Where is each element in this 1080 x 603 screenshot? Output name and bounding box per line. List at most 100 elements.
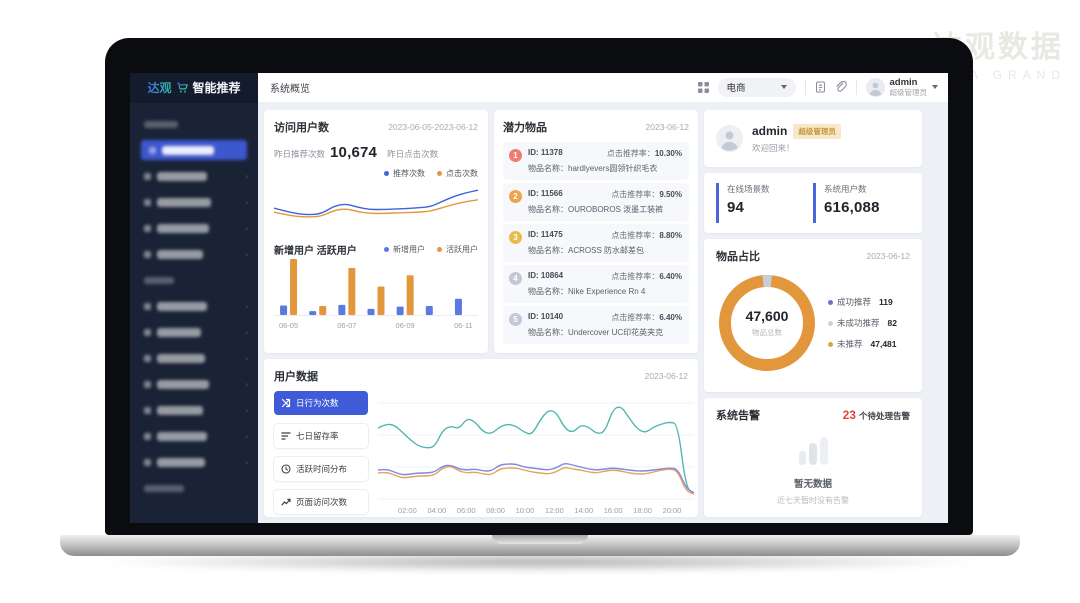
item-rate-value: 9.50% <box>659 190 682 199</box>
tab-label: 七日留存率 <box>296 431 339 441</box>
sidebar-item[interactable]: › <box>130 163 258 189</box>
rec-count-label: 昨日推荐次数 <box>274 149 326 159</box>
legend-dot <box>384 171 389 176</box>
visits-card-daterange: 2023-06-05-2023-06-12 <box>388 122 478 132</box>
menu-icon <box>144 406 151 414</box>
item-id: ID: 11475 <box>528 230 563 239</box>
svg-text:20:00: 20:00 <box>663 506 682 515</box>
item-click-rate: 点击推荐率：6.40% <box>611 312 682 323</box>
share-legend-item: 成功推荐 119 <box>828 296 897 308</box>
chevron-right-icon: › <box>245 171 248 181</box>
system-alert-card: 系统告警 23 个待处理告警 暂无数据 近七天暂时没有告警 <box>704 398 922 517</box>
trend-icon <box>281 497 291 507</box>
sidebar-item[interactable]: › <box>130 397 258 423</box>
chevron-right-icon: › <box>245 249 248 259</box>
laptop-shadow <box>75 551 1005 573</box>
donut-total-label: 物品总数 <box>752 328 782 337</box>
item-name: 物品名称：hardlyevers圆领针织毛衣 <box>528 164 658 173</box>
potential-item-row: 1 ID: 11378 点击推荐率：10.30% 物品名称：hardlyevers圆领… <box>503 142 689 180</box>
visits-legend-item: 点击次数 <box>437 168 478 179</box>
profile-card: admin 超级管理员 欢迎回来！ <box>704 110 922 167</box>
sidebar-item[interactable]: › <box>130 449 258 475</box>
item-rate-label: 点击推荐率： <box>611 190 660 199</box>
item-name: 物品名称：Nike Experience Rn 4 <box>528 287 646 296</box>
stat-label: 系统用户数 <box>824 184 867 194</box>
item-name: 物品名称：OUROBOROS 泼墨工装裤 <box>528 205 664 214</box>
users-legend-item: 新增用户 <box>384 244 425 255</box>
users-bar-legend: 新增用户 活跃用户 <box>384 244 478 255</box>
user-menu[interactable]: admin 超级管理员 <box>865 77 938 98</box>
main-content: 访问用户数 2023-06-05-2023-06-12 昨日推荐次数 10,67… <box>258 103 948 523</box>
sidebar-item[interactable]: › <box>130 319 258 345</box>
document-icon[interactable] <box>815 81 826 94</box>
users-bar-title: 新增用户 活跃用户 <box>274 246 357 257</box>
legend-dot <box>828 341 833 347</box>
sidebar-section-label <box>130 475 258 501</box>
item-share-donut: 47,600 物品总数 <box>716 272 818 374</box>
behavior-icon <box>281 398 291 408</box>
item-rate-label: 点击推荐率： <box>611 231 660 240</box>
item-name: 物品名称：ACROSS 防水邮差包 <box>528 246 645 255</box>
laptop-notch <box>492 535 588 544</box>
tab-trend[interactable]: 页面访问次数 <box>274 490 368 514</box>
stat-block-0: 在线场景数 94 <box>716 183 813 223</box>
item-name: 物品名称：Undercover UC印花英夹克 <box>528 328 664 337</box>
sidebar-item[interactable]: › <box>130 215 258 241</box>
scene-dropdown[interactable]: 电商 <box>717 77 796 97</box>
item-click-rate: 点击推荐率：10.30% <box>607 148 682 159</box>
sidebar-item[interactable]: › <box>130 345 258 371</box>
logo-brand-text: 达观 <box>147 81 172 95</box>
sidebar-item-active[interactable] <box>130 137 258 163</box>
chevron-right-icon: › <box>245 223 248 233</box>
user-data-date: 2023-06-12 <box>644 371 688 381</box>
svg-text:14:00: 14:00 <box>574 506 593 515</box>
tab-clock[interactable]: 活跃时间分布 <box>274 457 368 481</box>
item-id: ID: 10864 <box>528 271 564 280</box>
item-click-rate: 点击推荐率：6.40% <box>611 271 682 282</box>
stat-value: 94 <box>727 199 745 216</box>
alert-count-suffix: 个待处理告警 <box>858 411 910 421</box>
users-legend-item-label: 活跃用户 <box>446 245 478 254</box>
svg-text:04:00: 04:00 <box>427 506 446 515</box>
sidebar-section-label <box>130 267 258 293</box>
svg-text:10:00: 10:00 <box>516 506 535 515</box>
menu-icon <box>149 146 156 154</box>
chevron-right-icon: › <box>245 379 248 389</box>
avatar <box>865 77 885 97</box>
user-data-tabs: 日行为次数七日留存率活跃时间分布 页面访问次数 <box>274 391 368 523</box>
sidebar-item[interactable]: › <box>130 371 258 397</box>
sidebar-item[interactable]: › <box>130 241 258 267</box>
menu-icon <box>144 224 151 232</box>
visits-legend-item: 推荐次数 <box>384 168 425 179</box>
svg-text:06-07: 06-07 <box>337 321 356 330</box>
tab-retention[interactable]: 七日留存率 <box>274 424 368 448</box>
behavior-line-chart: 02:00 04:00 06:00 08:00 10:00 12:00 14:00 16:00… <box>377 402 695 515</box>
share-legend-item-label: 未成功推荐 <box>837 318 880 328</box>
share-legend-item-label: 未推荐 <box>837 339 863 349</box>
sidebar-item[interactable]: › <box>130 189 258 215</box>
chevron-right-icon: › <box>245 457 248 467</box>
svg-text:12:00: 12:00 <box>545 506 564 515</box>
clock-icon <box>281 464 291 474</box>
svg-text:06:00: 06:00 <box>457 506 476 515</box>
apps-grid-icon[interactable] <box>697 81 709 93</box>
paperclip-icon[interactable] <box>835 81 847 93</box>
user-meta: admin 超级管理员 <box>890 77 928 98</box>
potential-card-title: 潜力物品 <box>503 122 547 134</box>
share-card-title: 物品占比 <box>716 251 760 263</box>
sidebar-item[interactable]: › <box>130 423 258 449</box>
tab-behavior[interactable]: 日行为次数 <box>274 391 368 415</box>
share-legend-item: 未成功推荐 82 <box>828 317 897 329</box>
top-navbar: 达观 智能推荐 系统概览 <box>130 73 948 103</box>
welcome-text: 欢迎回来！ <box>752 142 795 153</box>
sidebar-item[interactable]: › <box>130 293 258 319</box>
legend-dot <box>384 247 389 252</box>
share-legend-item-value: 82 <box>887 318 897 328</box>
stat-value: 616,088 <box>824 199 880 216</box>
legend-dot <box>828 320 833 326</box>
users-legend-item-label: 新增用户 <box>393 245 425 254</box>
chevron-right-icon: › <box>245 327 248 337</box>
rank-badge: 3 <box>509 231 522 244</box>
user-data-title: 用户数据 <box>274 371 318 383</box>
